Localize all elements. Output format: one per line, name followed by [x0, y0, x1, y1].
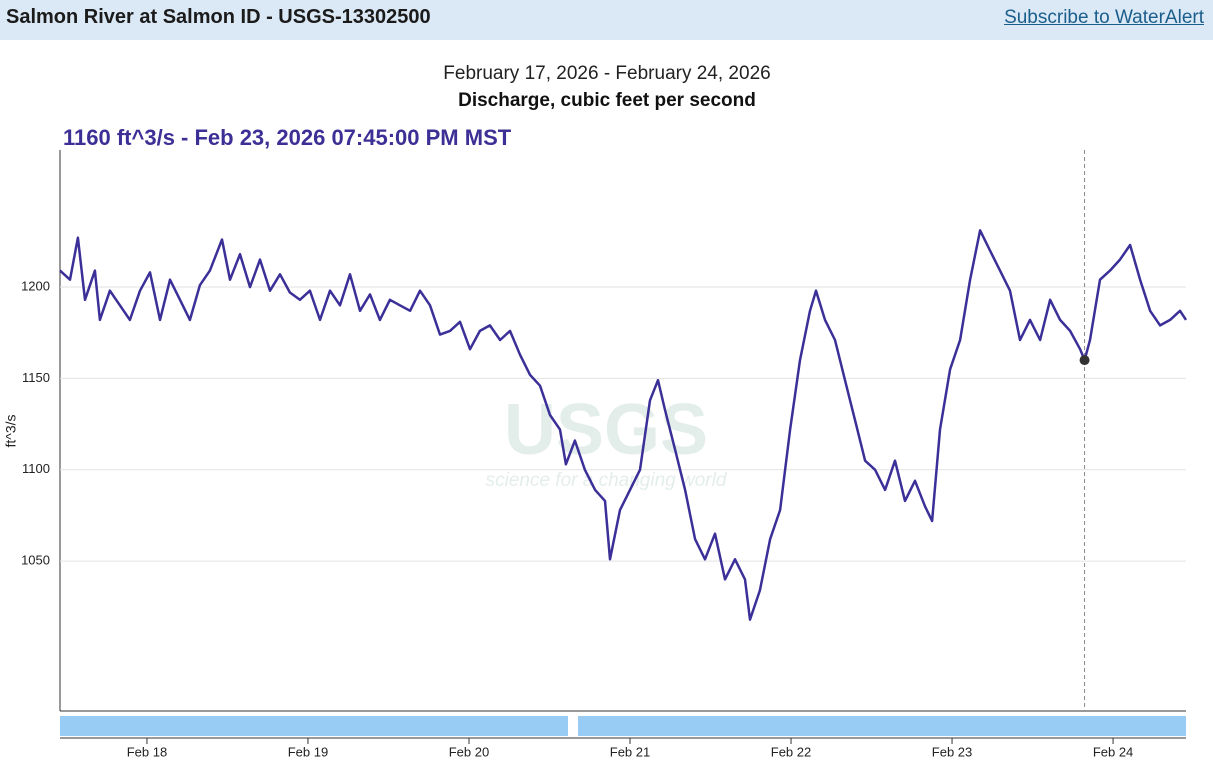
- x-tick-label: Feb 22: [771, 744, 811, 759]
- x-tick-label: Feb 21: [610, 744, 650, 759]
- chart-subtitle: February 17, 2026 - February 24, 2026: [443, 63, 770, 84]
- highlight-label: 1160 ft^3/s - Feb 23, 2026 07:45:00 PM M…: [63, 125, 512, 150]
- x-tick-label: Feb 19: [288, 744, 328, 759]
- watermark: USGS science for a changing world: [486, 390, 728, 491]
- header: Salmon River at Salmon ID - USGS-1330250…: [0, 0, 1213, 40]
- x-tick-label: Feb 23: [932, 744, 972, 759]
- y-tick-label: 1050: [21, 553, 50, 568]
- y-tick-label: 1100: [22, 461, 50, 476]
- brush-bar[interactable]: [578, 716, 1186, 736]
- subscribe-link[interactable]: Subscribe to WaterAlert: [1004, 7, 1204, 28]
- x-tick-label: Feb 20: [449, 744, 489, 759]
- site-title: Salmon River at Salmon ID - USGS-1330250…: [6, 6, 431, 28]
- y-tick-label: 1150: [22, 370, 50, 385]
- chart-title: Discharge, cubic feet per second: [458, 90, 756, 111]
- y-tick-label: 1200: [21, 278, 50, 293]
- y-axis-label: ft^3/s: [3, 414, 19, 447]
- watermark-tagline: science for a changing world: [486, 470, 728, 491]
- x-tick-label: Feb 18: [127, 744, 167, 759]
- series-line: [59, 229, 1188, 621]
- watermark-logo: USGS: [504, 390, 708, 470]
- highlight-point: [1079, 355, 1090, 366]
- chart: February 17, 2026 - February 24, 2026 Di…: [3, 63, 1188, 759]
- brush-bar[interactable]: [60, 716, 568, 736]
- x-tick-label: Feb 24: [1093, 744, 1133, 759]
